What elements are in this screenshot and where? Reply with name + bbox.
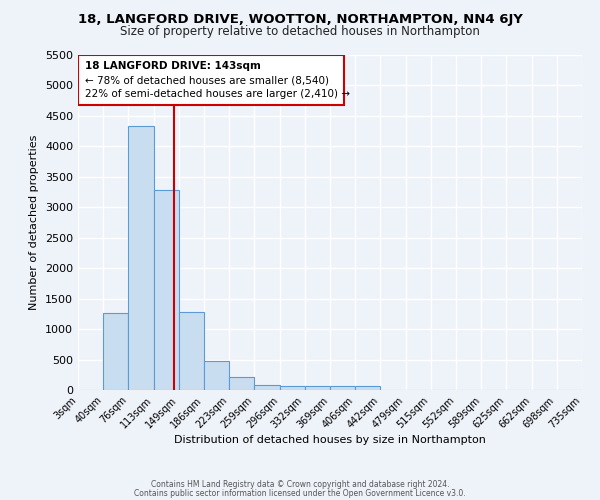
Bar xyxy=(280,386,305,390)
Bar xyxy=(305,386,330,390)
Text: Contains public sector information licensed under the Open Government Licence v3: Contains public sector information licen… xyxy=(134,488,466,498)
Text: 18, LANGFORD DRIVE, WOOTTON, NORTHAMPTON, NN4 6JY: 18, LANGFORD DRIVE, WOOTTON, NORTHAMPTON… xyxy=(77,12,523,26)
Bar xyxy=(154,190,179,390)
X-axis label: Distribution of detached houses by size in Northampton: Distribution of detached houses by size … xyxy=(174,436,486,446)
Text: ← 78% of detached houses are smaller (8,540): ← 78% of detached houses are smaller (8,… xyxy=(85,75,329,85)
Bar xyxy=(355,386,380,390)
Text: Size of property relative to detached houses in Northampton: Size of property relative to detached ho… xyxy=(120,25,480,38)
Bar xyxy=(128,126,154,390)
Text: 22% of semi-detached houses are larger (2,410) →: 22% of semi-detached houses are larger (… xyxy=(85,89,350,99)
Bar xyxy=(103,312,128,390)
FancyBboxPatch shape xyxy=(78,55,344,105)
Bar xyxy=(229,377,254,390)
Text: Contains HM Land Registry data © Crown copyright and database right 2024.: Contains HM Land Registry data © Crown c… xyxy=(151,480,449,489)
Text: 18 LANGFORD DRIVE: 143sqm: 18 LANGFORD DRIVE: 143sqm xyxy=(85,61,261,71)
Bar xyxy=(254,384,280,390)
Bar xyxy=(330,386,355,390)
Bar xyxy=(179,312,204,390)
Bar xyxy=(204,361,229,390)
Y-axis label: Number of detached properties: Number of detached properties xyxy=(29,135,40,310)
